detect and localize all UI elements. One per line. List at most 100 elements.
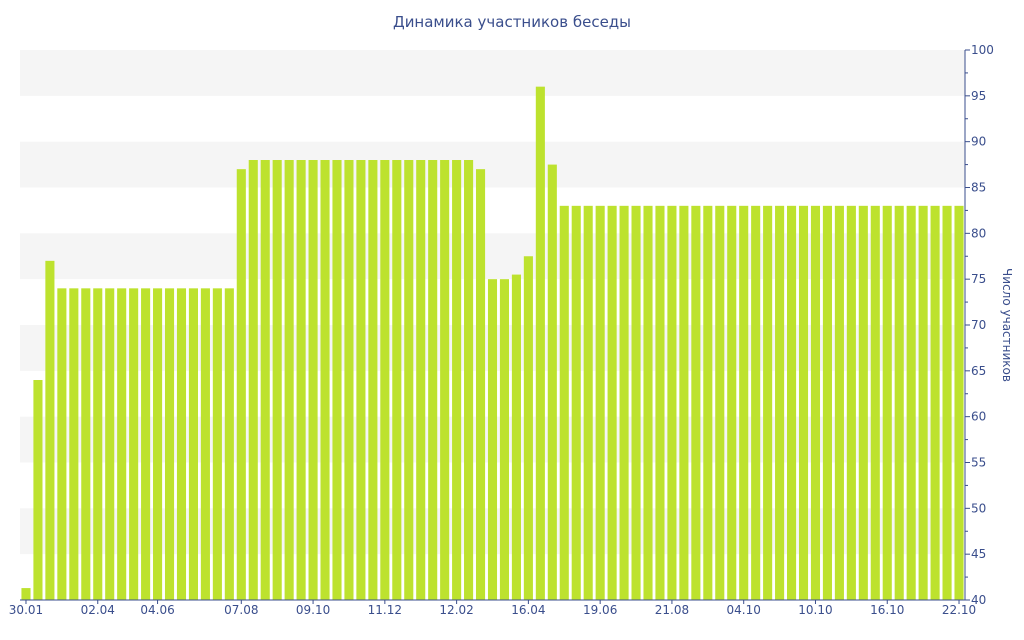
bar <box>428 160 438 600</box>
y-tick-label: 40 <box>971 593 986 607</box>
bar <box>954 205 964 601</box>
bar <box>475 169 486 600</box>
bar <box>942 205 952 601</box>
y-tick-label: 80 <box>971 226 986 240</box>
bar <box>392 160 402 600</box>
y-tick-label: 50 <box>971 501 986 515</box>
bar <box>595 205 605 601</box>
bar <box>822 205 832 601</box>
bar <box>176 288 187 600</box>
bar <box>882 205 892 601</box>
y-tick-label: 70 <box>971 318 986 332</box>
x-tick-label: 02.04 <box>81 603 115 617</box>
y-axis: 40 45 50 55 60 65 70 75 80 85 90 95 100 <box>964 43 994 607</box>
bar <box>129 288 139 600</box>
bar <box>332 160 342 600</box>
bar <box>164 288 175 600</box>
bar <box>308 160 318 600</box>
bar <box>523 256 533 600</box>
x-tick-label: 21.08 <box>655 603 689 617</box>
x-tick-label: 12.02 <box>439 603 473 617</box>
bar <box>511 274 521 600</box>
bar <box>440 160 450 600</box>
x-tick-label: 30.01 <box>9 603 43 617</box>
bar <box>607 205 617 601</box>
x-tick-label: 04.10 <box>727 603 761 617</box>
bar <box>643 205 653 601</box>
bar <box>487 279 498 600</box>
chart-title: Динамика участников беседы <box>392 13 632 31</box>
y-tick-label: 55 <box>971 456 986 470</box>
bar <box>260 160 270 600</box>
bar <box>739 205 749 601</box>
bar <box>775 205 785 601</box>
bar <box>81 288 91 600</box>
bar <box>547 164 557 601</box>
bar <box>248 160 258 600</box>
bar <box>499 279 510 600</box>
bar <box>571 205 581 601</box>
x-tick-label: 11.12 <box>368 603 402 617</box>
y-tick-label: 100 <box>971 43 994 57</box>
y-tick-label: 45 <box>971 547 986 561</box>
bar <box>188 288 198 600</box>
bar <box>870 205 880 601</box>
bar <box>619 205 629 601</box>
y-tick-label: 65 <box>971 364 986 378</box>
y-tick-label: 60 <box>971 410 986 424</box>
bar <box>69 288 79 600</box>
bar <box>810 205 821 601</box>
bar <box>105 288 115 600</box>
bar <box>117 288 127 600</box>
grid-band <box>20 50 965 96</box>
bar <box>858 205 868 601</box>
bar <box>236 169 246 600</box>
bar <box>356 160 366 600</box>
x-tick-label: 04.06 <box>140 603 174 617</box>
y-axis-label: Число участников <box>1000 268 1014 382</box>
bar <box>200 288 210 600</box>
bar <box>224 288 234 600</box>
bar <box>631 205 641 601</box>
bar <box>45 260 55 600</box>
bar <box>559 205 569 601</box>
x-tick-label: 16.04 <box>511 603 545 617</box>
bar <box>284 160 294 600</box>
bar <box>320 160 330 600</box>
bar <box>57 288 67 600</box>
bars <box>21 86 964 601</box>
bar <box>930 205 940 601</box>
bar <box>452 160 462 600</box>
bar <box>93 288 103 600</box>
bar <box>787 205 797 601</box>
bar <box>344 160 354 600</box>
x-tick-label: 16.10 <box>870 603 904 617</box>
bar <box>679 205 689 601</box>
bar <box>272 160 282 600</box>
y-tick-label: 90 <box>971 135 986 149</box>
bar <box>141 288 151 600</box>
bar <box>727 205 737 601</box>
bar <box>763 205 773 601</box>
bar <box>464 160 474 600</box>
x-tick-label: 09.10 <box>296 603 330 617</box>
x-axis: 30.01 02.04 04.06 07.08 09.10 11.12 12.02 16.04… <box>9 599 976 617</box>
bar <box>296 160 306 600</box>
x-tick-label: 19.06 <box>583 603 617 617</box>
bar <box>834 205 844 601</box>
bar <box>703 205 713 601</box>
y-tick-label: 85 <box>971 181 986 195</box>
bar <box>583 205 593 601</box>
y-tick-label: 75 <box>971 272 986 286</box>
bar <box>894 205 904 601</box>
bar <box>535 86 545 600</box>
bar <box>21 588 31 600</box>
x-tick-label: 07.08 <box>224 603 258 617</box>
bar <box>212 288 222 600</box>
bar <box>368 160 378 600</box>
bar <box>751 205 761 601</box>
bar <box>380 160 390 600</box>
bar <box>906 205 916 601</box>
x-tick-label: 22.10 <box>942 603 976 617</box>
